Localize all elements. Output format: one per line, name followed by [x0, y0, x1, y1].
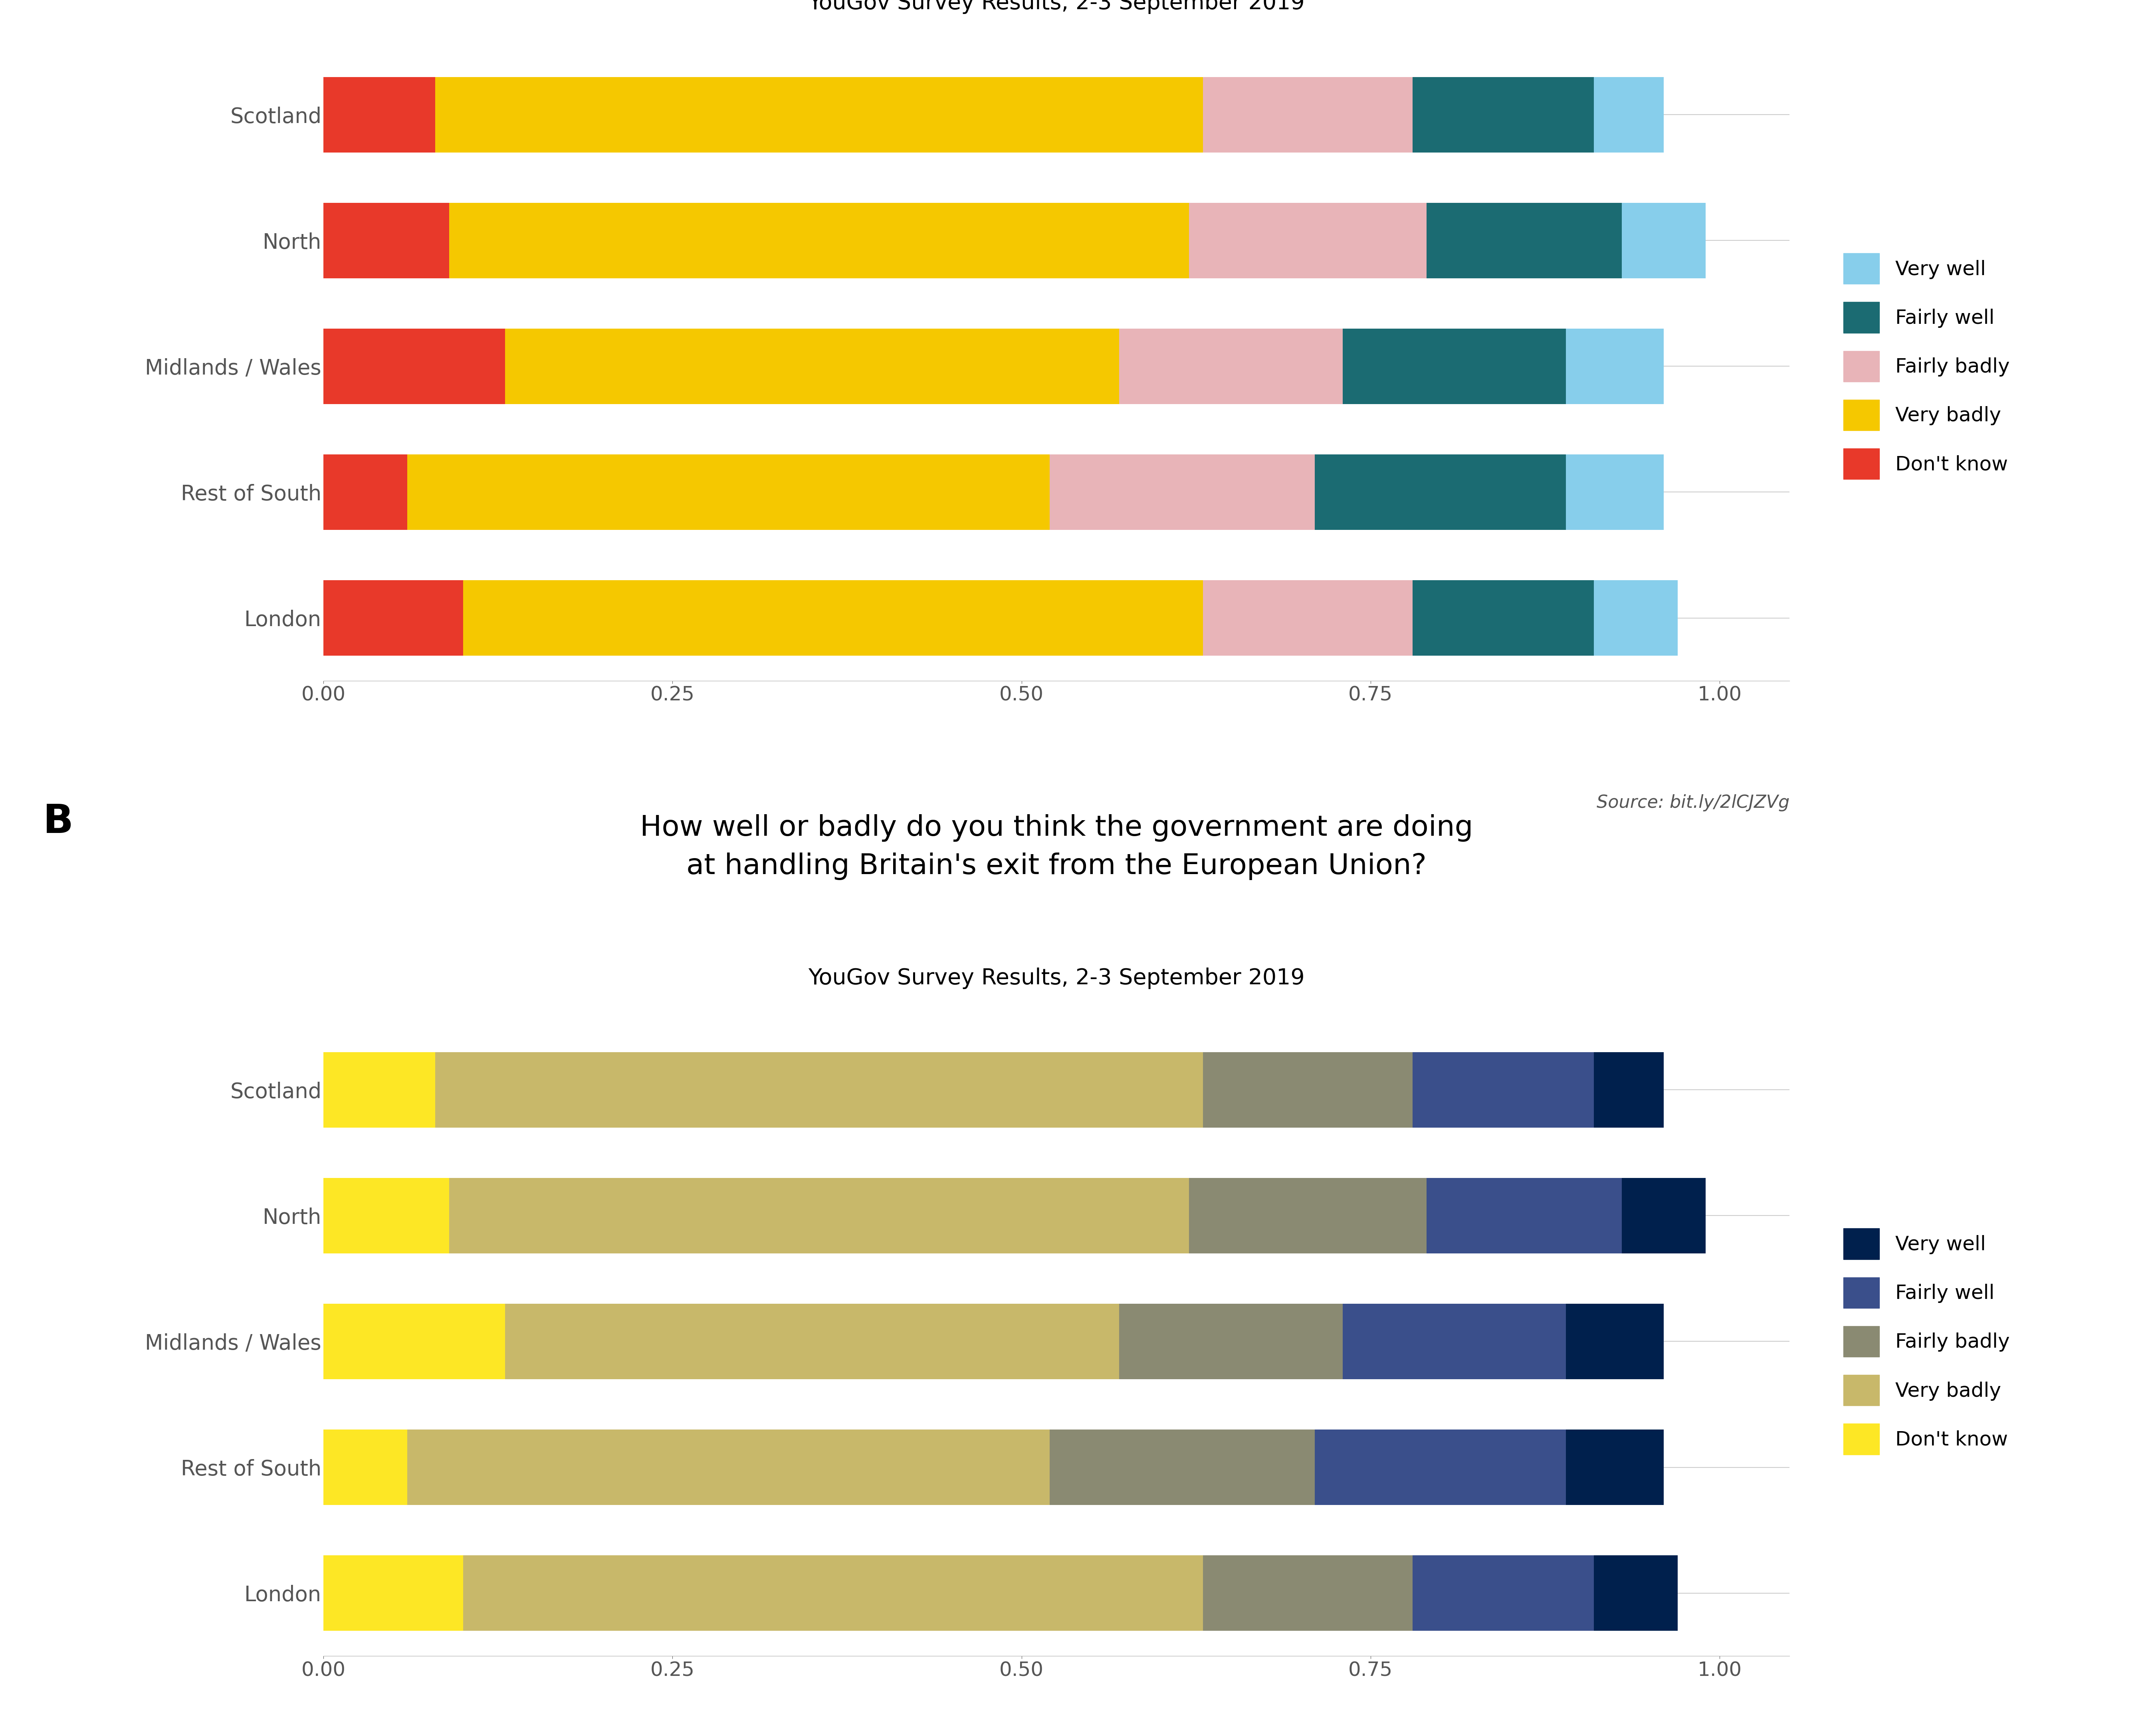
Bar [323, 1430, 407, 1504]
Bar [464, 580, 1203, 656]
Bar [1119, 1304, 1343, 1380]
Bar [1119, 328, 1343, 404]
Bar [436, 78, 1203, 152]
Text: How well or badly do you think the government are doing
at handling Britain's ex: How well or badly do you think the gover… [640, 814, 1473, 880]
Text: B: B [43, 802, 73, 842]
Bar [407, 1430, 1050, 1504]
Bar [323, 1304, 505, 1380]
Bar [1315, 1430, 1565, 1504]
Bar [1565, 1304, 1664, 1380]
Bar [436, 1052, 1203, 1128]
Bar [1343, 1304, 1565, 1380]
Text: YouGov Survey Results, 2-3 September 2019: YouGov Survey Results, 2-3 September 201… [808, 0, 1304, 14]
Bar [1593, 580, 1677, 656]
Bar [323, 1178, 448, 1254]
Bar [1565, 454, 1664, 530]
Bar [1621, 204, 1705, 278]
Bar [1565, 1430, 1664, 1504]
Bar [1203, 1556, 1412, 1630]
Bar [323, 78, 436, 152]
Bar [1621, 1178, 1705, 1254]
Bar [1412, 1556, 1593, 1630]
Legend: Very well, Fairly well, Fairly badly, Very badly, Don't know: Very well, Fairly well, Fairly badly, Ve… [1843, 1228, 2009, 1454]
Bar [448, 204, 1190, 278]
Bar [323, 204, 448, 278]
Bar [1593, 1556, 1677, 1630]
Bar [505, 1304, 1119, 1380]
Bar [1427, 1178, 1621, 1254]
Bar [1343, 328, 1565, 404]
Bar [1203, 78, 1412, 152]
Bar [323, 1556, 464, 1630]
Legend: Very well, Fairly well, Fairly badly, Very badly, Don't know: Very well, Fairly well, Fairly badly, Ve… [1843, 254, 2009, 480]
Bar [1427, 204, 1621, 278]
Bar [1412, 78, 1593, 152]
Bar [1190, 1178, 1427, 1254]
Bar [323, 1052, 436, 1128]
Bar [1412, 1052, 1593, 1128]
Bar [464, 1556, 1203, 1630]
Bar [1565, 328, 1664, 404]
Bar [1412, 580, 1593, 656]
Bar [1593, 1052, 1664, 1128]
Bar [1050, 454, 1315, 530]
Bar [448, 1178, 1190, 1254]
Bar [323, 454, 407, 530]
Bar [1190, 204, 1427, 278]
Bar [1593, 78, 1664, 152]
Text: YouGov Survey Results, 2-3 September 2019: YouGov Survey Results, 2-3 September 201… [808, 968, 1304, 988]
Bar [323, 328, 505, 404]
Bar [407, 454, 1050, 530]
Bar [1050, 1430, 1315, 1504]
Text: Source: bit.ly/2lCJZVg: Source: bit.ly/2lCJZVg [1598, 794, 1789, 811]
Bar [1203, 1052, 1412, 1128]
Bar [1203, 580, 1412, 656]
Bar [505, 328, 1119, 404]
Bar [1315, 454, 1565, 530]
Bar [323, 580, 464, 656]
